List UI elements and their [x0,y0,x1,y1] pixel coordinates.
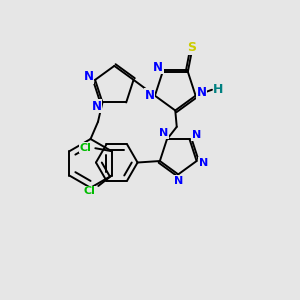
Text: N: N [191,130,201,140]
Text: N: N [159,128,169,139]
Text: N: N [92,100,101,112]
Text: Cl: Cl [83,186,95,196]
Text: N: N [199,158,208,167]
Text: N: N [153,61,163,74]
Text: S: S [187,41,196,54]
Text: H: H [213,82,224,96]
Text: N: N [196,86,207,99]
Text: N: N [84,70,94,83]
Text: N: N [174,176,183,186]
Text: N: N [145,88,154,102]
Text: Cl: Cl [80,142,92,153]
